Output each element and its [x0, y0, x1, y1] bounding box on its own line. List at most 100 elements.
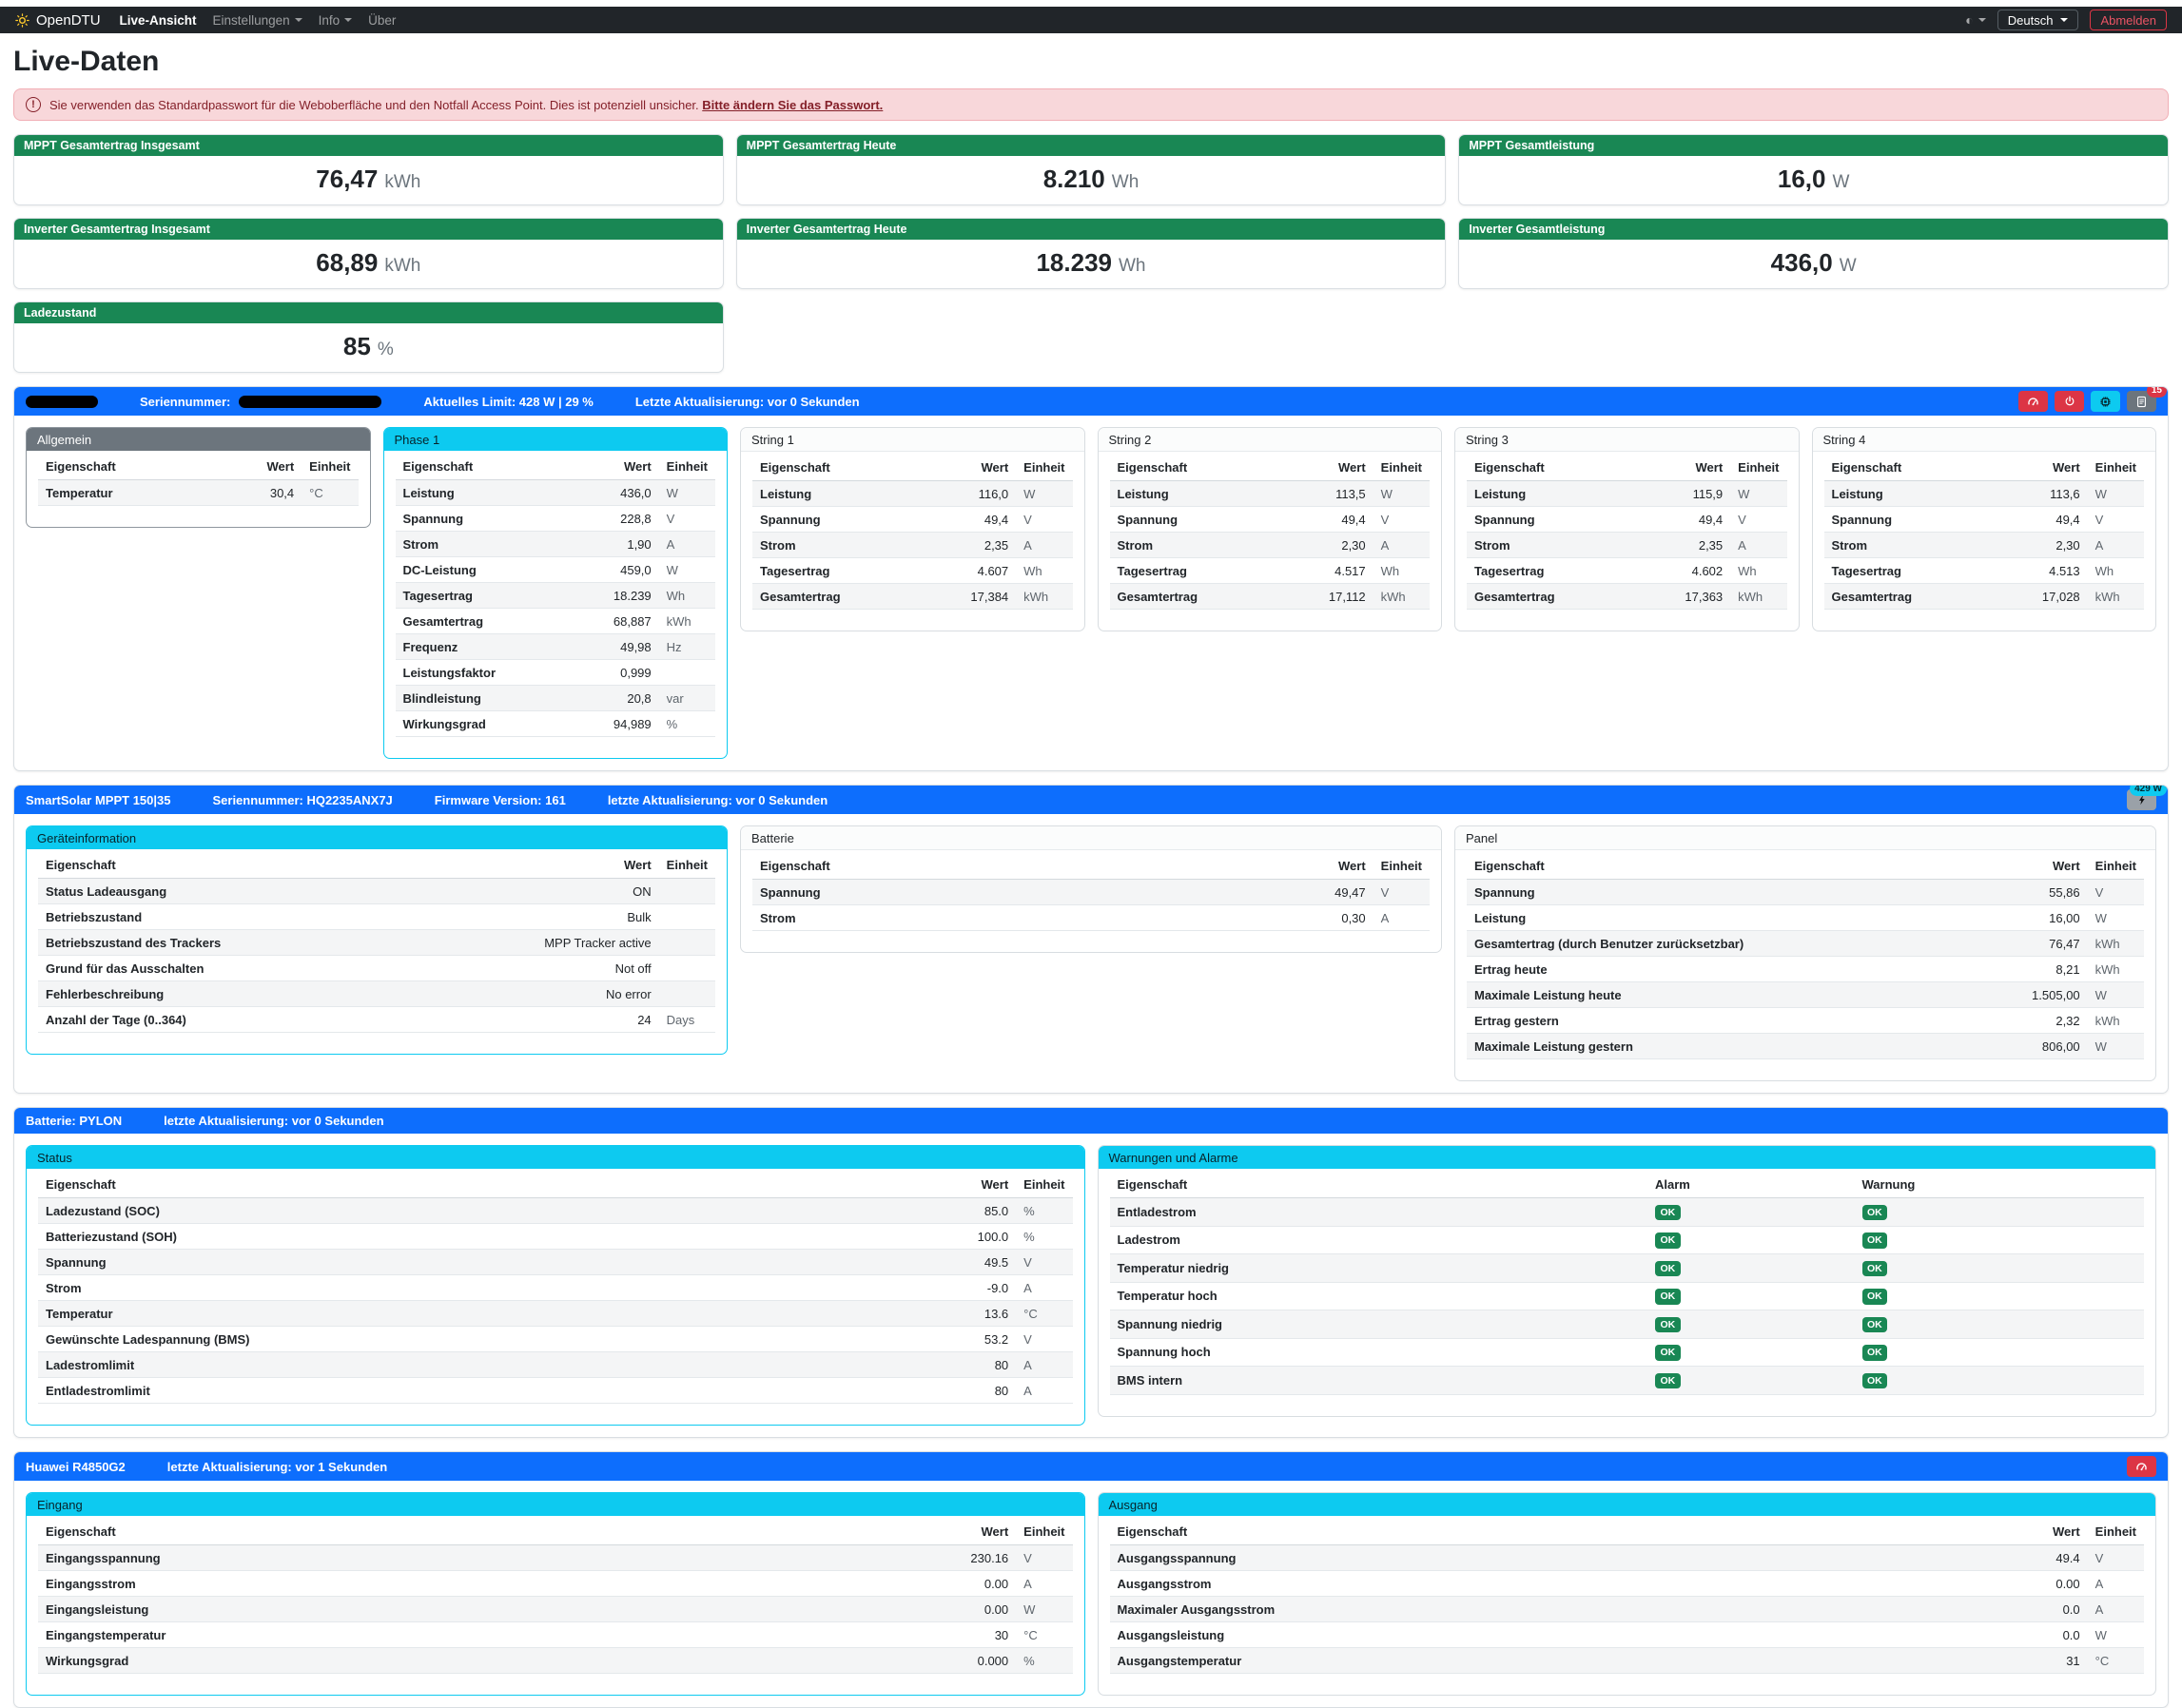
property-unit: °C — [309, 485, 323, 500]
stat-card-body: 16,0 W — [1459, 156, 2168, 204]
card-title: Geräteinformation — [27, 826, 727, 849]
card-body: Eigenschaft Wert Einheit Leistung 115,9 W Span… — [1455, 452, 1799, 631]
theme-toggle[interactable]: ◐ — [1965, 12, 1986, 28]
table-header-row: Eigenschaft Wert Einheit — [38, 1171, 1073, 1198]
table-header-row: Eigenschaft Wert Einheit — [752, 852, 1430, 880]
stat-card-body: 436,0 W — [1459, 240, 2168, 288]
column-header: Eigenschaft — [1109, 454, 1286, 481]
property-name: Temperatur — [46, 1306, 113, 1321]
stat-card-body: 85% — [14, 323, 723, 372]
property-unit: W — [1738, 486, 1750, 501]
property-unit: V — [2094, 1550, 2104, 1565]
card-body: Eigenschaft Wert Einheit Eingangsspannung 23… — [27, 1516, 1084, 1695]
bar-field-label: SmartSolar MPPT 150|35 — [26, 792, 171, 807]
nav-item-label: Über — [368, 12, 397, 28]
device-info-button[interactable] — [2091, 391, 2120, 412]
property-name: Spannung — [46, 1254, 107, 1270]
table-row: Blindleistung 20,8 var — [395, 685, 715, 711]
card-ausgang: Ausgang Eigenschaft Wert Einheit Ausgangsspa… — [1097, 1492, 2156, 1696]
sections: Seriennummer: Aktuelles Limit: 428 W | 29… — [13, 386, 2169, 1708]
navbar-menu: Live-Ansicht Einstellungen Info Über — [120, 13, 413, 28]
property-unit: °C — [2094, 1653, 2110, 1668]
status-cell: OK — [1855, 1198, 2145, 1227]
property-unit: W — [2094, 987, 2107, 1002]
property-unit: V — [1023, 1550, 1032, 1565]
table-header-row: Eigenschaft Wert Einheit — [38, 1518, 1073, 1545]
property-name: Entladestromlimit — [46, 1383, 150, 1398]
stat-unit: kWh — [384, 172, 421, 192]
change-password-link[interactable]: Bitte ändern Sie das Passwort. — [702, 97, 884, 112]
table-row: Leistungsfaktor 0,999 — [395, 660, 715, 686]
ok-badge: OK — [1861, 1260, 1888, 1276]
property-unit: A — [1023, 1576, 1032, 1591]
table-header-row: Eigenschaft Wert Einheit — [38, 453, 359, 480]
property-unit: W — [1023, 486, 1036, 501]
event-log-button[interactable]: 15 — [2127, 387, 2167, 412]
property-unit: kWh — [2094, 1013, 2120, 1028]
property-value: 2,30 — [2055, 537, 2080, 553]
table-row: Gesamtertrag 17,363 kWh — [1467, 583, 1787, 610]
property-value: 17,363 — [1685, 589, 1724, 604]
property-name: Frequenz — [402, 639, 458, 654]
bar-field: letzte Aktualisierung: vor 0 Sekunden — [164, 1114, 383, 1128]
table-row: Tagesertrag 4.513 Wh — [1823, 558, 2144, 584]
property-value: 55,86 — [2049, 884, 2080, 900]
property-unit: kWh — [1023, 589, 1049, 604]
column-header: Eigenschaft — [395, 453, 572, 480]
property-value: 4.517 — [1335, 563, 1366, 578]
property-name: Leistung — [402, 485, 455, 500]
property-value: 2,30 — [1341, 537, 1366, 553]
column-header: Eigenschaft — [38, 851, 537, 879]
card-title: Eingang — [27, 1493, 1084, 1516]
table-row: Spannung 49,4 V — [1823, 507, 2144, 533]
property-unit: A — [1380, 910, 1390, 925]
table-row: Temperatur 13.6 °C — [38, 1300, 1073, 1327]
property-name: Tagesertrag — [760, 563, 830, 578]
property-unit: A — [1738, 537, 1746, 553]
bar-field-label: Letzte Aktualisierung: vor 0 Sekunden — [634, 394, 860, 409]
nav-item-live-ansicht[interactable]: Live-Ansicht — [120, 13, 197, 28]
stat-value: 16,0 — [1777, 165, 1826, 193]
nav-item-einstellungen[interactable]: Einstellungen — [213, 13, 302, 28]
card-title: Warnungen und Alarme — [1098, 1146, 2155, 1169]
property-value: Not off — [614, 961, 652, 976]
table-row: Spannung 49.5 V — [38, 1249, 1073, 1275]
property-name: Strom — [760, 910, 796, 925]
logout-button[interactable]: Abmelden — [2090, 10, 2167, 30]
table-row: Leistung 115,9 W — [1467, 480, 1787, 507]
bar-field-label: Huawei R4850G2 — [26, 1459, 126, 1474]
property-name: Strom — [46, 1280, 82, 1295]
property-value: 76,47 — [2049, 936, 2080, 951]
page-title: Live-Daten — [13, 46, 160, 77]
card-title: Batterie — [741, 826, 1441, 850]
language-select[interactable]: Deutsch — [1997, 10, 2079, 30]
stat-unit: Wh — [1111, 172, 1140, 192]
property-unit — [659, 879, 715, 904]
table-row: Entladestromlimit 80 A — [38, 1378, 1073, 1404]
property-value: 49,4 — [1698, 512, 1724, 527]
stat-card-mppt-gesamtertrag-heute: MPPT Gesamtertrag Heute 8.210 Wh — [735, 134, 1447, 205]
property-value: 68,887 — [613, 613, 652, 629]
property-name: Gesamtertrag — [1117, 589, 1198, 604]
limit-settings-button[interactable] — [2127, 1456, 2156, 1477]
table-row: Gesamtertrag 17,384 kWh — [752, 583, 1073, 610]
journal-icon — [2135, 396, 2148, 408]
nav-item-ber[interactable]: Über — [368, 13, 396, 28]
table-row: Spannung 55,86 V — [1467, 879, 2144, 905]
power-toggle-button[interactable] — [2055, 391, 2084, 412]
kv-table: Eigenschaft Wert Einheit Spannung 49,47 V Stro… — [752, 852, 1430, 931]
status-cell: OK — [1647, 1367, 1855, 1395]
nav-item-info[interactable]: Info — [319, 13, 353, 28]
column-header: Eigenschaft — [1467, 454, 1644, 481]
column-header: Einheit — [302, 453, 359, 480]
property-unit: V — [1023, 512, 1032, 527]
table-row: Eingangstemperatur 30 °C — [38, 1622, 1073, 1648]
property-unit: kWh — [2094, 961, 2120, 977]
property-unit — [659, 956, 715, 981]
brand[interactable]: OpenDTU — [15, 12, 101, 29]
property-unit: Days — [666, 1012, 695, 1027]
card-batterie: Batterie Eigenschaft Wert Einheit Spannung 49… — [740, 825, 1442, 953]
button-badge: 15 — [2146, 387, 2167, 398]
charge-power-button[interactable]: 429 W — [2127, 786, 2167, 810]
limit-settings-button[interactable] — [2018, 391, 2048, 412]
